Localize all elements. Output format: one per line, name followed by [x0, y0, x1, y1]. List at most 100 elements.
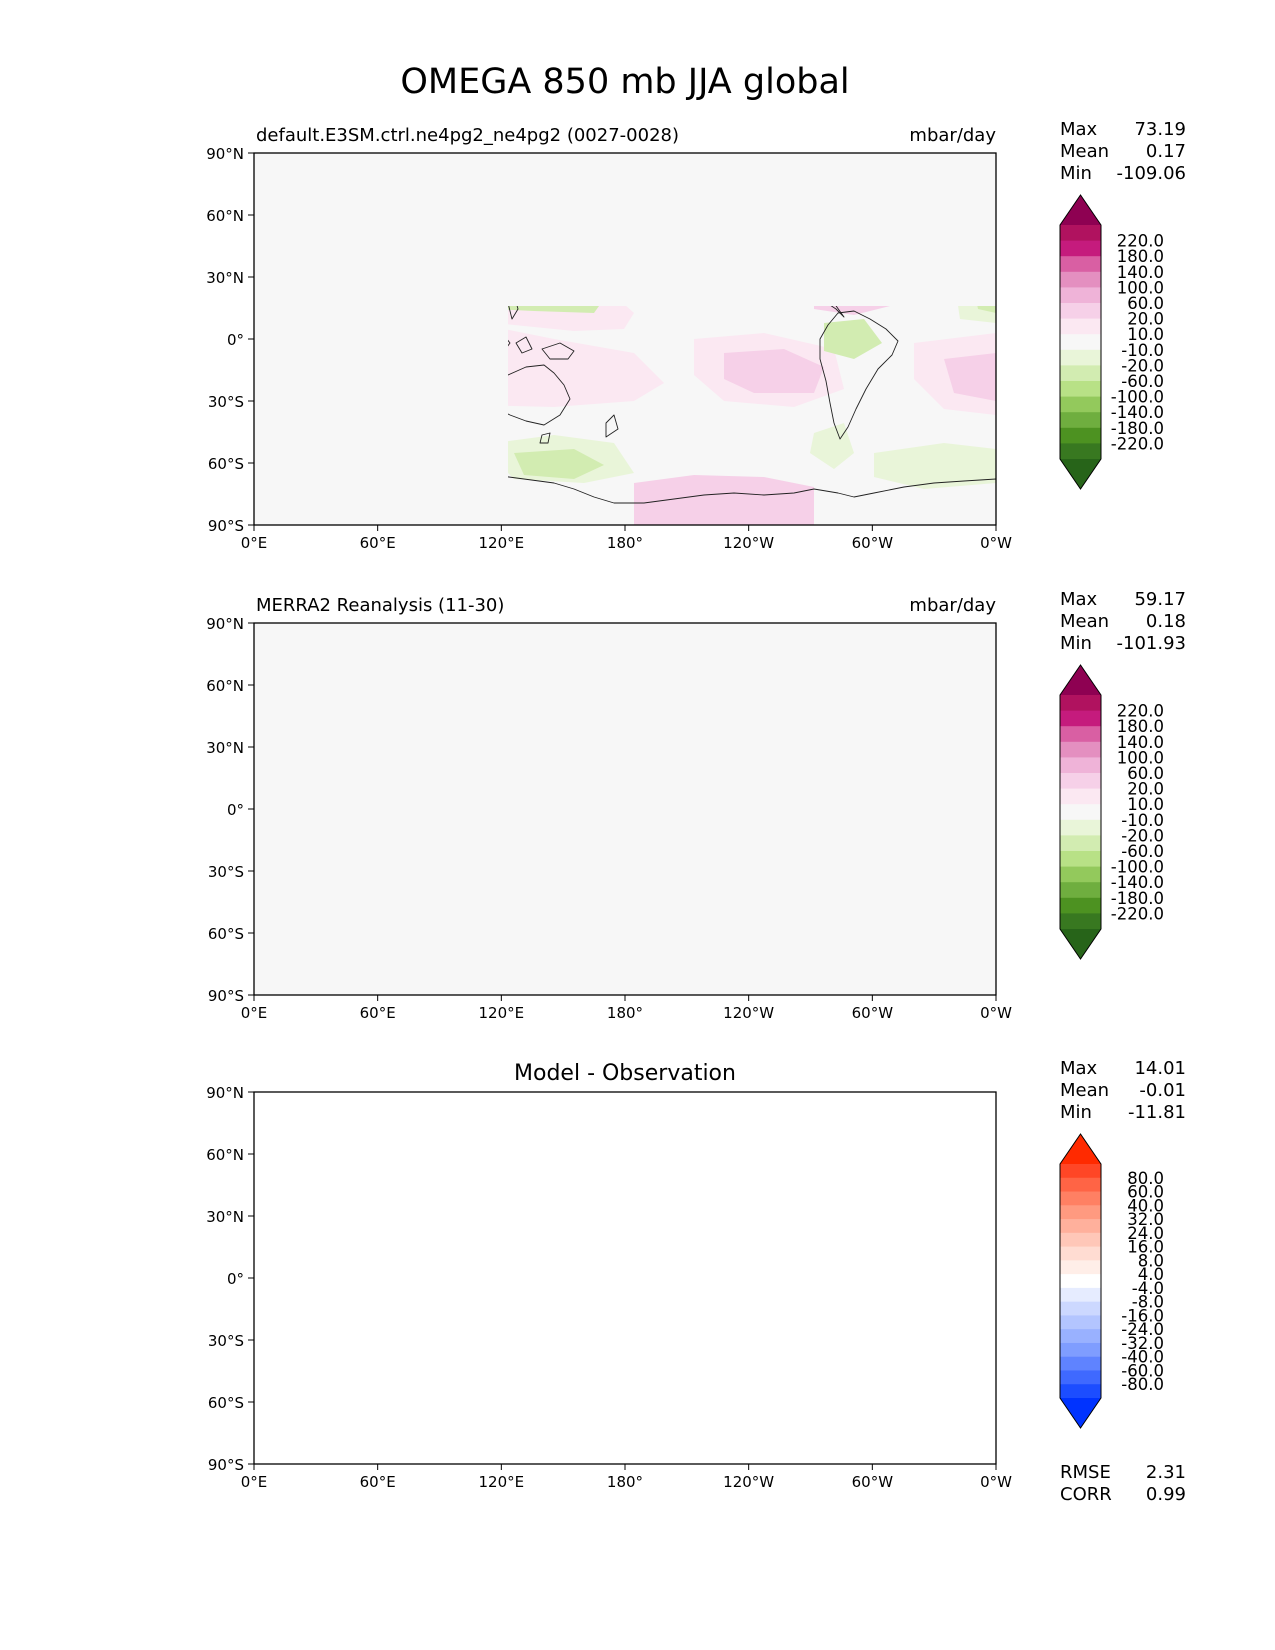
- lat-tick-label: 30°S: [208, 863, 244, 881]
- colorbar-tick-label: 40.0: [1127, 1196, 1164, 1215]
- lat-tick-label: 60°S: [208, 1394, 244, 1412]
- stat-label: Max: [1060, 589, 1098, 610]
- colorbar-segment: [1060, 1164, 1101, 1179]
- colorbar-tick-label: -40.0: [1121, 1348, 1164, 1367]
- colorbar-segment: [1060, 271, 1101, 288]
- colorbar-tick-label: -220.0: [1111, 904, 1164, 923]
- stat-value: 2.31: [1146, 1462, 1186, 1483]
- colorbar-segment: [1060, 318, 1101, 335]
- figure-title: OMEGA 850 mb JJA global: [400, 62, 849, 102]
- colorbar-tick-label: 20.0: [1127, 780, 1164, 799]
- colorbar-segment: [1060, 256, 1101, 273]
- stat-value: 14.01: [1134, 1058, 1186, 1079]
- contour-region: [508, 329, 664, 407]
- colorbar-segment: [1060, 1274, 1101, 1289]
- colorbar-tick-label: -60.0: [1121, 1361, 1164, 1380]
- stat-value: -11.81: [1128, 1102, 1186, 1123]
- map-background: [254, 1092, 996, 1464]
- colorbar-segment: [1060, 443, 1101, 460]
- contour-region: [874, 443, 996, 489]
- lon-tick-label: 60°E: [360, 1004, 396, 1022]
- lon-tick-label: 120°E: [479, 1004, 525, 1022]
- colorbar-segment: [1060, 1287, 1101, 1303]
- lat-tick-label: 0°: [227, 801, 244, 819]
- lon-tick-label: 0°E: [241, 1473, 268, 1491]
- contour-field: [508, 306, 996, 525]
- stat-label: Max: [1060, 119, 1098, 140]
- colorbar-tick-label: 8.0: [1138, 1251, 1164, 1270]
- lon-tick-label: 180°: [607, 1473, 643, 1491]
- colorbar-tick-label: 24.0: [1127, 1224, 1164, 1243]
- contour-region: [944, 353, 996, 401]
- contour-region: [824, 319, 882, 359]
- contour-region: [508, 306, 599, 313]
- colorbar-segment: [1060, 225, 1101, 242]
- stat-label: RMSE: [1060, 1462, 1111, 1483]
- colorbar-tick-label: 16.0: [1127, 1238, 1164, 1257]
- stat-value: -109.06: [1117, 163, 1186, 184]
- colorbar-extend-max: [1060, 195, 1101, 225]
- colorbar-outline: [1059, 664, 1102, 960]
- colorbar-tick-label: -20.0: [1121, 826, 1164, 845]
- colorbar-segment: [1060, 788, 1101, 805]
- colorbar-tick-label: -20.0: [1121, 356, 1164, 375]
- lon-tick-label: 0°W: [980, 1473, 1012, 1491]
- colorbar-segment: [1060, 1177, 1101, 1193]
- colorbar-segment: [1060, 1191, 1101, 1206]
- map-background: [254, 623, 996, 995]
- stat-label: Min: [1060, 1102, 1092, 1123]
- lat-tick-label: 90°S: [208, 1456, 244, 1474]
- panel-reference: 90°N 60°N 30°N 0° 30°S 60°S 90°S0°E 60°E 120°E 18…: [206, 589, 1186, 1022]
- lat-tick-label: 30°N: [206, 1208, 244, 1226]
- lat-tick-label: 30°S: [208, 1332, 244, 1350]
- colorbar: 220.0180.0140.0100.060.020.010.0-10.0-20…: [1059, 664, 1164, 960]
- colorbar-extend-min: [1060, 929, 1101, 959]
- lat-tick-label: 30°N: [206, 739, 244, 757]
- lat-tick-label: 0°: [227, 331, 244, 349]
- lat-tick-label: 90°S: [208, 987, 244, 1005]
- colorbar-segment: [1060, 1232, 1101, 1248]
- stat-label: Max: [1060, 1058, 1098, 1079]
- colorbar-tick-label: 32.0: [1127, 1210, 1164, 1229]
- colorbar-outline: [1059, 194, 1102, 490]
- stat-label: Min: [1060, 633, 1092, 654]
- colorbar-tick-label: 20.0: [1127, 310, 1164, 329]
- panel-difference: 90°N 60°N 30°N 0° 30°S 60°S 90°S0°E 60°E 120°E 18…: [206, 1058, 1186, 1505]
- stat-value: 0.18: [1146, 611, 1186, 632]
- stat-value: -0.01: [1139, 1080, 1186, 1101]
- contour-region: [634, 475, 814, 525]
- contour-region: [514, 449, 604, 479]
- colorbar-segment: [1060, 804, 1101, 821]
- colorbar-segment: [1060, 882, 1101, 899]
- colorbar-segment: [1060, 1260, 1101, 1275]
- colorbar-segment: [1060, 303, 1101, 320]
- stat-label: Mean: [1060, 611, 1109, 632]
- colorbar-tick-label: -24.0: [1121, 1320, 1164, 1339]
- colorbar-segment: [1060, 381, 1101, 398]
- stat-label: Mean: [1060, 141, 1109, 162]
- colorbar-segment: [1060, 1219, 1101, 1234]
- colorbar-tick-label: -60.0: [1121, 372, 1164, 391]
- colorbar-tick-label: -80.0: [1121, 1375, 1164, 1394]
- panel-units: mbar/day: [909, 125, 996, 146]
- lon-tick-label: 180°: [607, 534, 643, 552]
- colorbar-tick-label: 140.0: [1117, 733, 1164, 752]
- lon-tick-label: 0°W: [980, 534, 1012, 552]
- stat-value: 73.19: [1134, 119, 1186, 140]
- colorbar-tick-label: -60.0: [1121, 842, 1164, 861]
- lon-tick-label: 120°W: [723, 534, 774, 552]
- stat-label: Min: [1060, 163, 1092, 184]
- lon-tick-label: 60°W: [852, 1473, 894, 1491]
- colorbar-extend-max: [1060, 1134, 1101, 1164]
- colorbar-segment: [1060, 1205, 1101, 1220]
- contour-region: [724, 349, 824, 393]
- colorbar-tick-label: 180.0: [1117, 717, 1164, 736]
- colorbar-tick-label: -220.0: [1111, 434, 1164, 453]
- colorbar-segment: [1060, 695, 1101, 712]
- panel-center-title: Model - Observation: [514, 1061, 736, 1086]
- stat-label: Mean: [1060, 1080, 1109, 1101]
- colorbar-tick-label: 60.0: [1127, 1183, 1164, 1202]
- contour-region: [977, 306, 996, 313]
- colorbar-segment: [1060, 1246, 1101, 1261]
- colorbar-segment: [1060, 1301, 1101, 1316]
